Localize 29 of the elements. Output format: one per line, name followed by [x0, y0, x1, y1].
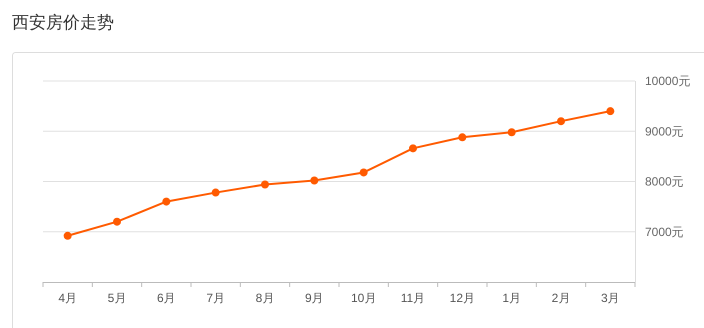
point: [310, 176, 318, 184]
x-tick-label: 7月: [206, 291, 226, 305]
title: 西安房价走势: [12, 13, 114, 32]
x-tick-label: 3月: [600, 291, 620, 305]
y-tick-label: 10000元: [645, 74, 690, 88]
point: [557, 117, 565, 126]
point: [458, 133, 466, 142]
x-tick-label: 10月: [350, 291, 376, 305]
y-tick-label: 9000元: [645, 124, 684, 138]
point: [64, 232, 72, 240]
point: [360, 168, 368, 176]
x-tick-label: 1月: [502, 291, 522, 305]
x-tick-label: 11月: [400, 291, 426, 305]
point: [261, 180, 269, 189]
x-tick-label: 12月: [450, 291, 476, 305]
point: [606, 107, 614, 116]
y-tick-label: 7000元: [645, 224, 684, 239]
y-tick-label: 8000元: [645, 174, 684, 188]
x-tick-label: 4月: [58, 291, 78, 305]
point: [212, 188, 220, 197]
x-tick-label: 8月: [256, 291, 274, 305]
x-tick-label: 5月: [108, 291, 126, 305]
point: [162, 198, 170, 206]
x-tick-label: 6月: [156, 291, 176, 305]
point: [409, 144, 417, 152]
x-tick-label: 9月: [304, 291, 324, 305]
x-tick-label: 2月: [552, 291, 570, 305]
point: [508, 128, 516, 136]
point: [113, 218, 121, 226]
